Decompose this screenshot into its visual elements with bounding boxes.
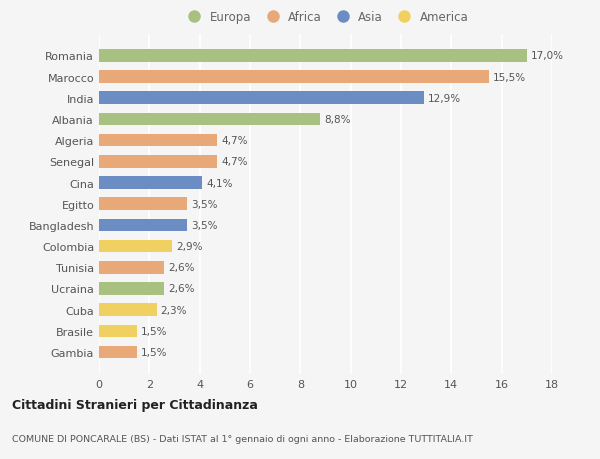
Text: 3,5%: 3,5%	[191, 199, 217, 209]
Bar	[99, 113, 320, 126]
Text: 1,5%: 1,5%	[140, 347, 167, 357]
Bar	[99, 50, 527, 62]
Text: 12,9%: 12,9%	[427, 94, 461, 103]
Legend: Europa, Africa, Asia, America: Europa, Africa, Asia, America	[178, 6, 473, 29]
Text: COMUNE DI PONCARALE (BS) - Dati ISTAT al 1° gennaio di ogni anno - Elaborazione : COMUNE DI PONCARALE (BS) - Dati ISTAT al…	[12, 434, 473, 442]
Bar	[99, 156, 217, 168]
Bar	[99, 177, 202, 190]
Text: 4,7%: 4,7%	[221, 157, 248, 167]
Text: 8,8%: 8,8%	[324, 115, 351, 125]
Bar	[99, 92, 424, 105]
Text: Cittadini Stranieri per Cittadinanza: Cittadini Stranieri per Cittadinanza	[12, 398, 258, 412]
Bar	[99, 346, 137, 358]
Bar	[99, 71, 489, 84]
Text: 4,7%: 4,7%	[221, 136, 248, 146]
Text: 2,3%: 2,3%	[161, 305, 187, 315]
Text: 3,5%: 3,5%	[191, 220, 217, 230]
Bar	[99, 304, 157, 316]
Text: 15,5%: 15,5%	[493, 73, 526, 82]
Text: 2,6%: 2,6%	[168, 284, 195, 294]
Bar	[99, 240, 172, 253]
Bar	[99, 219, 187, 232]
Bar	[99, 282, 164, 295]
Bar	[99, 198, 187, 211]
Bar	[99, 261, 164, 274]
Text: 4,1%: 4,1%	[206, 178, 232, 188]
Text: 2,9%: 2,9%	[176, 241, 202, 252]
Text: 2,6%: 2,6%	[168, 263, 195, 273]
Text: 17,0%: 17,0%	[530, 51, 563, 61]
Text: 1,5%: 1,5%	[140, 326, 167, 336]
Bar	[99, 134, 217, 147]
Bar	[99, 325, 137, 337]
